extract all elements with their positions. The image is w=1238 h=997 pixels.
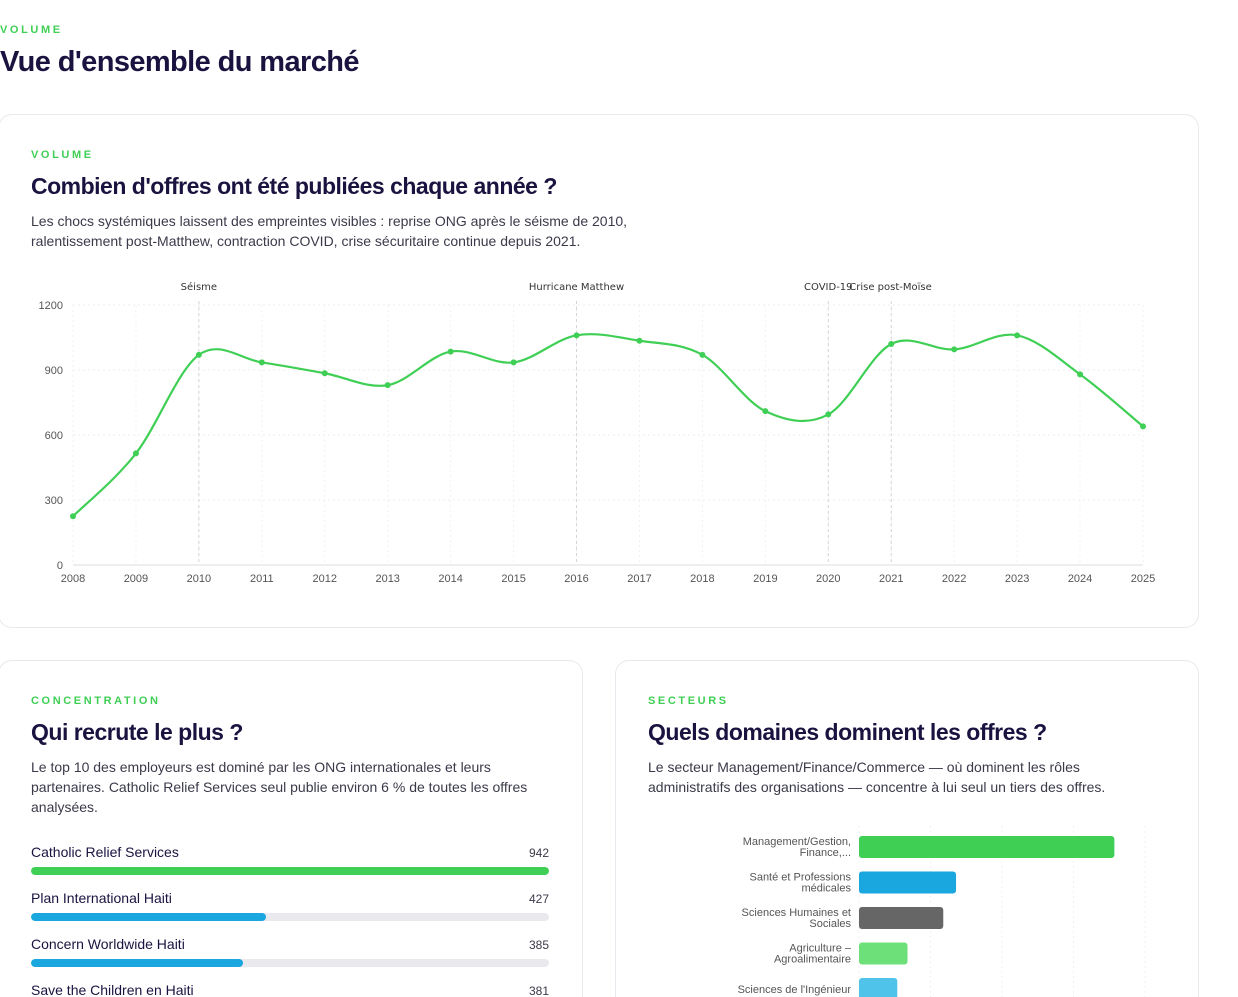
data-point bbox=[699, 351, 706, 358]
data-point bbox=[1077, 371, 1084, 378]
employer-bar bbox=[31, 867, 549, 875]
data-point bbox=[825, 411, 832, 418]
data-point bbox=[1014, 332, 1021, 339]
y-tick-label: 300 bbox=[45, 495, 63, 507]
data-point bbox=[762, 408, 769, 415]
annotation-label: COVID-19 bbox=[804, 282, 853, 293]
x-tick-label: 2015 bbox=[501, 573, 525, 585]
y-tick-label: 900 bbox=[45, 365, 63, 377]
sector-bar bbox=[859, 836, 1115, 858]
x-tick-label: 2017 bbox=[627, 573, 651, 585]
sector-label: Management/Gestion, Finance,... bbox=[743, 836, 851, 859]
x-tick-label: 2021 bbox=[879, 573, 903, 585]
sector-bar bbox=[859, 871, 957, 894]
employer-row: Catholic Relief Services 942 bbox=[31, 841, 549, 887]
employer-bar-track bbox=[31, 867, 549, 875]
annotation-label: Hurricane Matthew bbox=[529, 282, 624, 293]
employer-value: 381 bbox=[528, 984, 549, 997]
sector-bar bbox=[859, 942, 908, 965]
employer-bar-track bbox=[31, 913, 549, 921]
employer-name: Plan International Haiti bbox=[31, 890, 172, 906]
employer-row: Concern Worldwide Haiti 385 bbox=[31, 933, 549, 979]
y-tick-label: 600 bbox=[45, 430, 63, 442]
volume-title: Combien d'offres ont été publiées chaque… bbox=[31, 173, 557, 199]
employer-value: 427 bbox=[528, 892, 549, 906]
employer-bar-list: Catholic Relief Services 942 Plan Internat… bbox=[31, 841, 549, 997]
y-tick-label: 0 bbox=[57, 560, 63, 572]
data-point bbox=[70, 513, 76, 520]
x-tick-label: 2024 bbox=[1068, 573, 1092, 585]
sector-bar bbox=[859, 978, 898, 997]
x-tick-label: 2018 bbox=[690, 573, 714, 585]
data-point bbox=[258, 359, 265, 366]
employer-name: Catholic Relief Services bbox=[31, 844, 179, 860]
data-point bbox=[951, 346, 958, 353]
volume-eyebrow: VOLUME bbox=[31, 149, 94, 161]
page-title: Vue d'ensemble du marché bbox=[0, 46, 359, 78]
employer-bar bbox=[31, 959, 243, 967]
concentration-eyebrow: CONCENTRATION bbox=[31, 695, 161, 707]
data-point bbox=[447, 348, 454, 355]
y-tick-label: 1200 bbox=[39, 300, 63, 312]
sector-bar bbox=[859, 907, 944, 929]
sectors-title: Quels domaines dominent les offres ? bbox=[648, 719, 1047, 745]
x-tick-label: 2019 bbox=[753, 573, 777, 585]
volume-card: VOLUME Combien d'offres ont été publiées… bbox=[0, 114, 1199, 628]
x-tick-label: 2008 bbox=[61, 573, 85, 585]
x-tick-label: 2020 bbox=[816, 573, 840, 585]
data-point bbox=[1140, 423, 1146, 430]
x-tick-label: 2012 bbox=[313, 573, 337, 585]
x-tick-label: 2025 bbox=[1131, 573, 1155, 585]
employer-bar bbox=[31, 913, 266, 921]
employer-name: Save the Children en Haiti bbox=[31, 982, 194, 997]
x-tick-label: 2023 bbox=[1005, 573, 1029, 585]
employer-row: Save the Children en Haiti 381 bbox=[31, 979, 549, 997]
x-tick-label: 2013 bbox=[375, 573, 399, 585]
employer-bar-track bbox=[31, 959, 549, 967]
sector-label: Sciences Humaines et Sociales bbox=[742, 907, 852, 930]
data-point bbox=[573, 332, 580, 339]
data-point bbox=[132, 450, 139, 457]
sector-label: Santé et Professions médicales bbox=[749, 872, 851, 895]
x-tick-label: 2010 bbox=[187, 573, 211, 585]
data-point bbox=[384, 382, 391, 389]
x-tick-label: 2009 bbox=[124, 573, 148, 585]
data-point bbox=[321, 370, 328, 377]
employer-name: Concern Worldwide Haiti bbox=[31, 936, 185, 952]
volume-description: Les chocs systémiques laissent des empre… bbox=[31, 213, 628, 249]
sector-label: Sciences de l'Ingénieur bbox=[738, 984, 852, 996]
sectors-eyebrow: SECTEURS bbox=[648, 695, 729, 707]
sectors-description: Le secteur Management/Finance/Commerce —… bbox=[648, 759, 1106, 795]
employer-value: 942 bbox=[528, 846, 549, 860]
volume-line-chart: 0 300 600 900 1200 2008 2009 2010 2011 2012 2013 20… bbox=[39, 281, 1156, 585]
series-line bbox=[72, 333, 1144, 518]
data-point bbox=[510, 359, 517, 366]
annotation-label: Séisme bbox=[181, 281, 217, 293]
sectors-bar-chart: Management/Gestion, Finance,... Santé et P… bbox=[738, 826, 1146, 997]
data-point bbox=[195, 351, 202, 358]
page-eyebrow: VOLUME bbox=[0, 24, 63, 36]
concentration-title: Qui recrute le plus ? bbox=[31, 719, 243, 745]
concentration-description: Le top 10 des employeurs est dominé par … bbox=[31, 759, 528, 815]
annotation-label: Crise post-Moïse bbox=[849, 282, 932, 293]
sectors-card: SECTEURS Quels domaines dominent les off… bbox=[615, 660, 1199, 997]
x-tick-label: 2014 bbox=[438, 573, 462, 585]
concentration-card: CONCENTRATION Qui recrute le plus ? Le t… bbox=[0, 660, 583, 997]
sector-label: Agriculture – Agroalimentaire bbox=[774, 943, 852, 966]
employer-value: 385 bbox=[528, 938, 549, 952]
employer-row: Plan International Haiti 427 bbox=[31, 887, 549, 933]
x-tick-label: 2011 bbox=[250, 573, 274, 585]
x-tick-label: 2016 bbox=[564, 573, 588, 585]
data-point bbox=[636, 337, 643, 344]
data-point bbox=[888, 341, 895, 347]
x-tick-label: 2022 bbox=[942, 573, 966, 585]
